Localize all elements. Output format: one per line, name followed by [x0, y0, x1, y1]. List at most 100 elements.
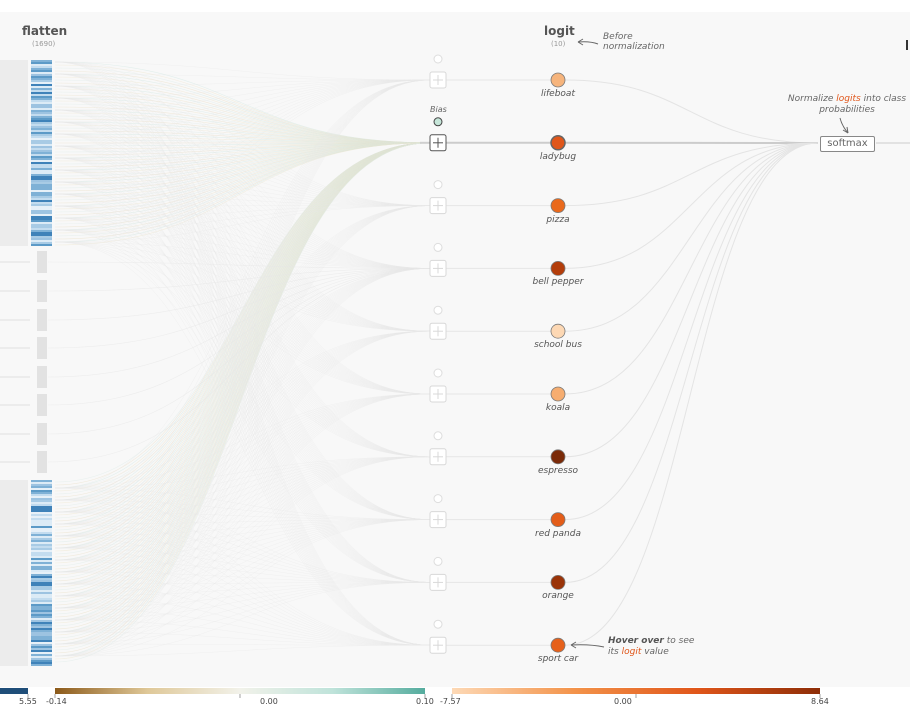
flatten-neuron[interactable]	[31, 116, 52, 118]
flatten-neuron[interactable]	[31, 532, 52, 534]
flatten-neuron[interactable]	[31, 570, 52, 572]
bias-circle[interactable]	[433, 556, 443, 566]
flatten-neuron[interactable]	[31, 236, 52, 238]
flatten-neuron[interactable]	[31, 644, 52, 646]
flatten-neuron[interactable]	[31, 174, 52, 176]
flatten-neuron[interactable]	[31, 564, 52, 566]
flatten-neuron[interactable]	[31, 184, 52, 186]
flatten-neuron[interactable]	[31, 138, 52, 140]
flatten-neuron[interactable]	[31, 242, 52, 244]
flatten-neuron[interactable]	[31, 664, 52, 666]
flatten-neuron[interactable]	[31, 534, 52, 536]
flatten-neuron[interactable]	[31, 546, 52, 548]
flatten-neuron[interactable]	[31, 98, 52, 100]
flatten-neuron[interactable]	[31, 132, 52, 134]
flatten-neuron[interactable]	[31, 100, 52, 102]
flatten-neuron[interactable]	[31, 626, 52, 628]
flatten-neuron[interactable]	[31, 582, 52, 584]
flatten-neuron[interactable]	[31, 196, 52, 198]
flatten-neuron[interactable]	[31, 204, 52, 206]
flatten-neuron[interactable]	[31, 620, 52, 622]
flatten-neuron[interactable]	[31, 162, 52, 164]
flatten-neuron[interactable]	[31, 530, 52, 532]
flatten-neuron[interactable]	[31, 154, 52, 156]
flatten-neuron[interactable]	[31, 218, 52, 220]
flatten-neuron[interactable]	[31, 160, 52, 162]
flatten-neuron[interactable]	[31, 152, 52, 154]
flatten-neuron[interactable]	[31, 60, 52, 62]
flatten-neuron[interactable]	[31, 660, 52, 662]
flatten-neuron[interactable]	[31, 130, 52, 132]
logit-node-pizza[interactable]	[550, 198, 566, 214]
flatten-neuron[interactable]	[31, 114, 52, 116]
flatten-neuron[interactable]	[31, 554, 52, 556]
flatten-neuron[interactable]	[31, 94, 52, 96]
flatten-neuron[interactable]	[31, 484, 52, 486]
flatten-neuron[interactable]	[31, 638, 52, 640]
flatten-neuron[interactable]	[31, 230, 52, 232]
flatten-neuron[interactable]	[31, 584, 52, 586]
flatten-neuron[interactable]	[31, 482, 52, 484]
bias-circle[interactable]	[433, 54, 443, 64]
flatten-neuron[interactable]	[31, 220, 52, 222]
flatten-neuron[interactable]	[31, 658, 52, 660]
flatten-neuron[interactable]	[31, 228, 52, 230]
flatten-neuron[interactable]	[31, 106, 52, 108]
flatten-neuron[interactable]	[31, 194, 52, 196]
flatten-neuron[interactable]	[31, 80, 52, 82]
flatten-neuron[interactable]	[31, 624, 52, 626]
flatten-neuron[interactable]	[31, 202, 52, 204]
flatten-neuron[interactable]	[31, 214, 52, 216]
flatten-neuron[interactable]	[31, 632, 52, 634]
flatten-neuron[interactable]	[31, 86, 52, 88]
flatten-neuron[interactable]	[31, 134, 52, 136]
flatten-neuron[interactable]	[31, 188, 52, 190]
flatten-neuron[interactable]	[31, 70, 52, 72]
logit-node-orange[interactable]	[550, 575, 566, 590]
flatten-neuron[interactable]	[31, 512, 52, 514]
flatten-collapsed-cell[interactable]	[37, 251, 47, 273]
flatten-neuron[interactable]	[31, 510, 52, 512]
flatten-collapsed-cell[interactable]	[37, 366, 47, 388]
flatten-neuron[interactable]	[31, 496, 52, 498]
flatten-neuron[interactable]	[31, 158, 52, 160]
flatten-neuron[interactable]	[31, 552, 52, 554]
flatten-neuron[interactable]	[31, 636, 52, 638]
flatten-neuron[interactable]	[31, 606, 52, 608]
flatten-neuron[interactable]	[31, 506, 52, 508]
flatten-neuron[interactable]	[31, 612, 52, 614]
flatten-neuron[interactable]	[31, 68, 52, 70]
flatten-neuron[interactable]	[31, 164, 52, 166]
flatten-neuron[interactable]	[31, 102, 52, 104]
flatten-neuron[interactable]	[31, 608, 52, 610]
flatten-neuron[interactable]	[31, 648, 52, 650]
flatten-neuron[interactable]	[31, 490, 52, 492]
softmax-box[interactable]: softmax	[820, 136, 875, 152]
logit-node-bell-pepper[interactable]	[550, 260, 566, 276]
flatten-neuron[interactable]	[31, 136, 52, 138]
flatten-neuron[interactable]	[31, 494, 52, 496]
flatten-neuron[interactable]	[31, 650, 52, 652]
flatten-neuron[interactable]	[31, 216, 52, 218]
logit-node-school-bus[interactable]	[550, 323, 566, 339]
flatten-neuron[interactable]	[31, 500, 52, 502]
flatten-neuron[interactable]	[31, 576, 52, 578]
flatten-neuron[interactable]	[31, 646, 52, 648]
flatten-neuron[interactable]	[31, 224, 52, 226]
bias-circle[interactable]	[433, 431, 443, 441]
flatten-neuron[interactable]	[31, 192, 52, 194]
flatten-neuron[interactable]	[31, 234, 52, 236]
flatten-neuron[interactable]	[31, 144, 52, 146]
bias-circle[interactable]	[433, 368, 443, 378]
logit-node-ladybug[interactable]	[550, 135, 566, 151]
flatten-neuron[interactable]	[31, 578, 52, 580]
flatten-neuron[interactable]	[31, 486, 52, 488]
flatten-neuron[interactable]	[31, 656, 52, 658]
flatten-neuron[interactable]	[31, 208, 52, 210]
flatten-neuron[interactable]	[31, 502, 52, 504]
flatten-neuron[interactable]	[31, 586, 52, 588]
flatten-neuron[interactable]	[31, 190, 52, 192]
flatten-neuron[interactable]	[31, 590, 52, 592]
logit-node-koala[interactable]	[550, 386, 566, 402]
flatten-neuron[interactable]	[31, 90, 52, 92]
